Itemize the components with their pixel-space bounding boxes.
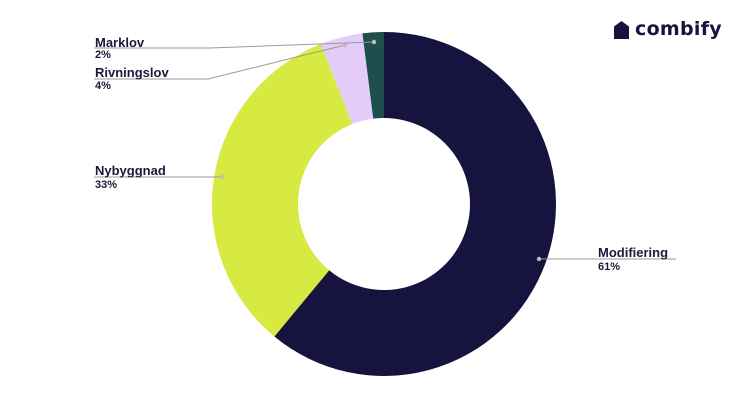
slice-nybyggnad xyxy=(211,44,353,337)
leader-dot-modifiering xyxy=(536,256,542,262)
slice-pct-rivningslov: 4% xyxy=(95,80,111,92)
slice-pct-modifiering: 61% xyxy=(598,261,620,273)
slice-label-nybyggnad: Nybyggnad xyxy=(95,163,166,178)
brand-name: combify xyxy=(635,18,722,40)
slice-label-modifiering: Modifiering xyxy=(598,245,668,260)
slice-marklov xyxy=(362,32,384,119)
leader-line-rivningslov xyxy=(94,44,346,80)
leader-line-marklov xyxy=(94,41,375,49)
leader-dot-marklov xyxy=(371,39,377,45)
slice-modifiering xyxy=(274,32,557,376)
slice-pct-nybyggnad: 33% xyxy=(95,179,117,191)
slice-pct-marklov: 2% xyxy=(95,49,111,61)
slice-label-rivningslov: Rivningslov xyxy=(95,65,169,80)
label-group-modifiering: Modifiering 61% xyxy=(536,245,676,273)
slice-rivningslov xyxy=(320,33,374,125)
donut-slices xyxy=(211,32,557,376)
brand-logo: combify xyxy=(614,20,722,39)
leader-dot-nybyggnad xyxy=(219,174,225,180)
leader-dot-rivningslov xyxy=(342,42,348,48)
slice-label-marklov: Marklov xyxy=(95,35,145,50)
label-group-nybyggnad: Nybyggnad 33% xyxy=(94,163,225,191)
label-group-marklov: Marklov 2% xyxy=(94,35,377,61)
house-icon xyxy=(614,20,629,39)
label-group-rivningslov: Rivningslov 4% xyxy=(94,42,348,92)
slice-labels: Modifiering 61% Nybyggnad 33% Rivningslo… xyxy=(94,35,676,273)
